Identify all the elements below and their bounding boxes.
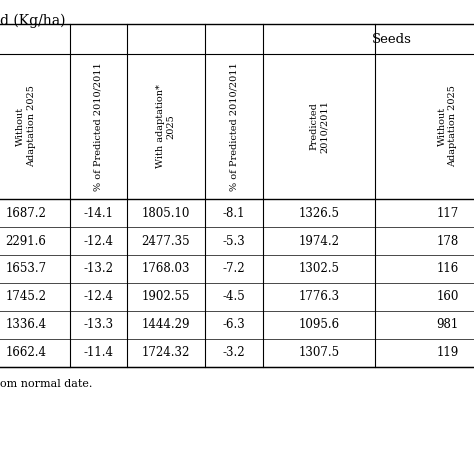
Text: 981: 981 <box>437 319 459 331</box>
Text: 1444.29: 1444.29 <box>142 319 190 331</box>
Text: 1662.4: 1662.4 <box>6 346 46 359</box>
Text: 1745.2: 1745.2 <box>6 291 46 303</box>
Text: -6.3: -6.3 <box>223 319 246 331</box>
Text: -8.1: -8.1 <box>223 207 245 219</box>
Text: 1974.2: 1974.2 <box>299 235 339 247</box>
Text: 1768.03: 1768.03 <box>142 263 190 275</box>
Text: 2477.35: 2477.35 <box>142 235 191 247</box>
Text: -13.3: -13.3 <box>83 319 114 331</box>
Text: 2291.6: 2291.6 <box>6 235 46 247</box>
Text: 1776.3: 1776.3 <box>299 291 339 303</box>
Text: 116: 116 <box>437 263 459 275</box>
Text: % of Predicted 2010/2011: % of Predicted 2010/2011 <box>229 62 238 191</box>
Text: Predicted
2010/2011: Predicted 2010/2011 <box>310 100 328 153</box>
Text: -4.5: -4.5 <box>223 291 246 303</box>
Text: 119: 119 <box>437 346 459 359</box>
Text: 1307.5: 1307.5 <box>299 346 339 359</box>
Text: 1302.5: 1302.5 <box>299 263 339 275</box>
Text: -7.2: -7.2 <box>223 263 246 275</box>
Text: -13.2: -13.2 <box>83 263 113 275</box>
Text: 178: 178 <box>437 235 459 247</box>
Text: 1095.6: 1095.6 <box>299 319 339 331</box>
Text: Without
Adaptation 2025: Without Adaptation 2025 <box>438 86 457 167</box>
Text: Seeds: Seeds <box>372 33 411 46</box>
Text: 1724.32: 1724.32 <box>142 346 190 359</box>
Text: -12.4: -12.4 <box>83 235 113 247</box>
Text: 1805.10: 1805.10 <box>142 207 190 219</box>
Text: om normal date.: om normal date. <box>0 379 92 389</box>
Text: -3.2: -3.2 <box>223 346 246 359</box>
Text: -12.4: -12.4 <box>83 291 113 303</box>
Text: -5.3: -5.3 <box>223 235 246 247</box>
Text: 160: 160 <box>436 291 459 303</box>
Text: d (Kg/ha): d (Kg/ha) <box>0 14 65 28</box>
Text: % of Predicted 2010/2011: % of Predicted 2010/2011 <box>94 62 103 191</box>
Text: 1326.5: 1326.5 <box>299 207 339 219</box>
Text: 117: 117 <box>437 207 459 219</box>
Text: With adaptation*
2025: With adaptation* 2025 <box>156 84 176 168</box>
Text: 1687.2: 1687.2 <box>6 207 46 219</box>
Text: -11.4: -11.4 <box>83 346 113 359</box>
Text: -14.1: -14.1 <box>83 207 113 219</box>
Text: 1653.7: 1653.7 <box>5 263 46 275</box>
Text: Without
Adaptation 2025: Without Adaptation 2025 <box>16 86 36 167</box>
Text: 1336.4: 1336.4 <box>5 319 46 331</box>
Text: 1902.55: 1902.55 <box>142 291 190 303</box>
